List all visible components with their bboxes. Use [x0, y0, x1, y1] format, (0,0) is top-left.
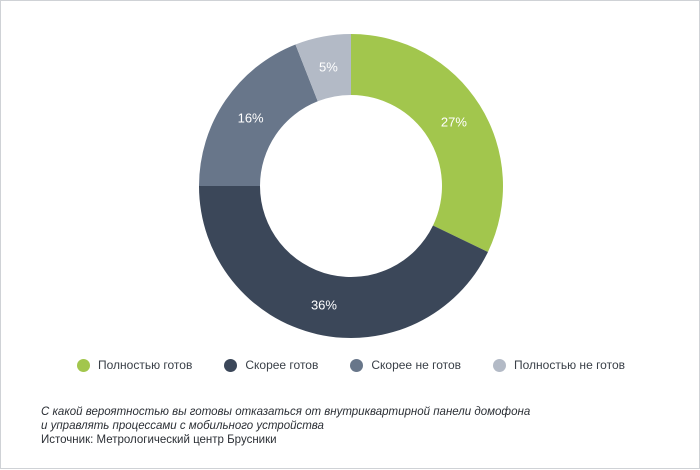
data-label: 36% — [311, 297, 337, 312]
survey-question-line-1: С какой вероятностью вы готовы отказатьс… — [41, 406, 531, 418]
data-label: 16% — [238, 111, 264, 126]
slice-fully-ready — [351, 34, 503, 252]
legend-item-fully-ready: Полностью готов — [76, 358, 193, 372]
chart-caption: С какой вероятностью вы готовы отказатьс… — [41, 405, 681, 447]
legend-item-not-ready: Полностью не готов — [493, 358, 625, 372]
data-label: 27% — [441, 114, 467, 129]
legend-label: Полностью готов — [97, 358, 193, 372]
survey-question-line-2: и управлять процессами с мобильного устр… — [41, 420, 324, 432]
data-label: 5% — [319, 60, 338, 75]
legend-label: Скорее готов — [245, 358, 319, 372]
legend-swatch — [224, 358, 238, 372]
legend-swatch — [76, 358, 90, 372]
source-note: Источник: Метрологический центр Брусники — [41, 434, 277, 446]
slice-rather-ready — [199, 186, 488, 339]
legend-item-rather-ready: Скорее готов — [224, 358, 318, 372]
slice-not-ready — [295, 34, 351, 102]
legend-label: Скорее не готов — [371, 358, 462, 372]
legend-label: Полностью не готов — [514, 358, 626, 372]
chart-legend: Полностью готов Скорее готов Скорее не г… — [1, 358, 700, 372]
legend-item-rather-not-ready: Скорее не готов — [350, 358, 461, 372]
legend-swatch — [350, 358, 364, 372]
slice-rather-not-ready — [199, 44, 318, 187]
legend-swatch — [493, 358, 507, 372]
